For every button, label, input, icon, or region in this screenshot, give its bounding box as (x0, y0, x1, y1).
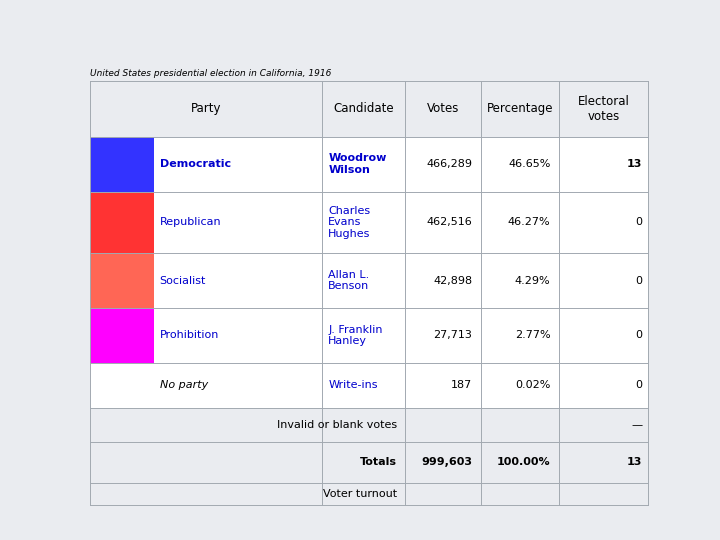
Bar (90, 253, 648, 308)
Bar (90, 442, 648, 483)
Text: —: — (631, 420, 642, 430)
Text: 0: 0 (636, 218, 642, 227)
Bar (90, 308, 154, 363)
Text: Democratic: Democratic (160, 159, 231, 169)
Bar (90, 192, 648, 253)
Text: 466,289: 466,289 (426, 159, 472, 169)
Text: 0: 0 (636, 380, 642, 390)
Text: United States presidential election in California, 1916: United States presidential election in C… (90, 69, 331, 78)
Text: Republican: Republican (160, 218, 221, 227)
Bar (90, 308, 648, 363)
Text: 13: 13 (627, 457, 642, 467)
Text: 46.65%: 46.65% (508, 159, 550, 169)
Text: Percentage: Percentage (487, 102, 553, 115)
Bar (90, 483, 648, 505)
Text: Write-ins: Write-ins (328, 380, 378, 390)
Text: 187: 187 (451, 380, 472, 390)
Text: 0.02%: 0.02% (515, 380, 550, 390)
Text: Totals: Totals (360, 457, 397, 467)
Text: J. Franklin
Hanley: J. Franklin Hanley (328, 325, 383, 346)
Bar (90, 408, 648, 442)
Bar (90, 80, 648, 137)
Text: 999,603: 999,603 (421, 457, 472, 467)
Text: No party: No party (160, 380, 208, 390)
Text: 2.77%: 2.77% (515, 330, 550, 341)
Text: Allan L.
Benson: Allan L. Benson (328, 270, 369, 292)
Text: Woodrow
Wilson: Woodrow Wilson (328, 153, 387, 175)
Text: Socialist: Socialist (160, 275, 206, 286)
Text: 462,516: 462,516 (426, 218, 472, 227)
Bar (90, 253, 154, 308)
Text: Charles
Evans
Hughes: Charles Evans Hughes (328, 206, 371, 239)
Text: Prohibition: Prohibition (160, 330, 219, 341)
Text: 46.27%: 46.27% (508, 218, 550, 227)
Text: Voter turnout: Voter turnout (323, 489, 397, 499)
Bar (90, 363, 648, 408)
Text: Electoral
votes: Electoral votes (577, 94, 629, 123)
Text: Candidate: Candidate (333, 102, 394, 115)
Text: 0: 0 (636, 330, 642, 341)
Text: 0: 0 (636, 275, 642, 286)
Text: Votes: Votes (427, 102, 459, 115)
Text: Invalid or blank votes: Invalid or blank votes (276, 420, 397, 430)
Text: 27,713: 27,713 (433, 330, 472, 341)
Bar (90, 137, 648, 192)
Bar (90, 192, 154, 253)
Text: Party: Party (191, 102, 221, 115)
Text: 100.00%: 100.00% (497, 457, 550, 467)
Text: 42,898: 42,898 (433, 275, 472, 286)
Bar (90, 137, 154, 192)
Text: 4.29%: 4.29% (515, 275, 550, 286)
Text: 13: 13 (627, 159, 642, 169)
